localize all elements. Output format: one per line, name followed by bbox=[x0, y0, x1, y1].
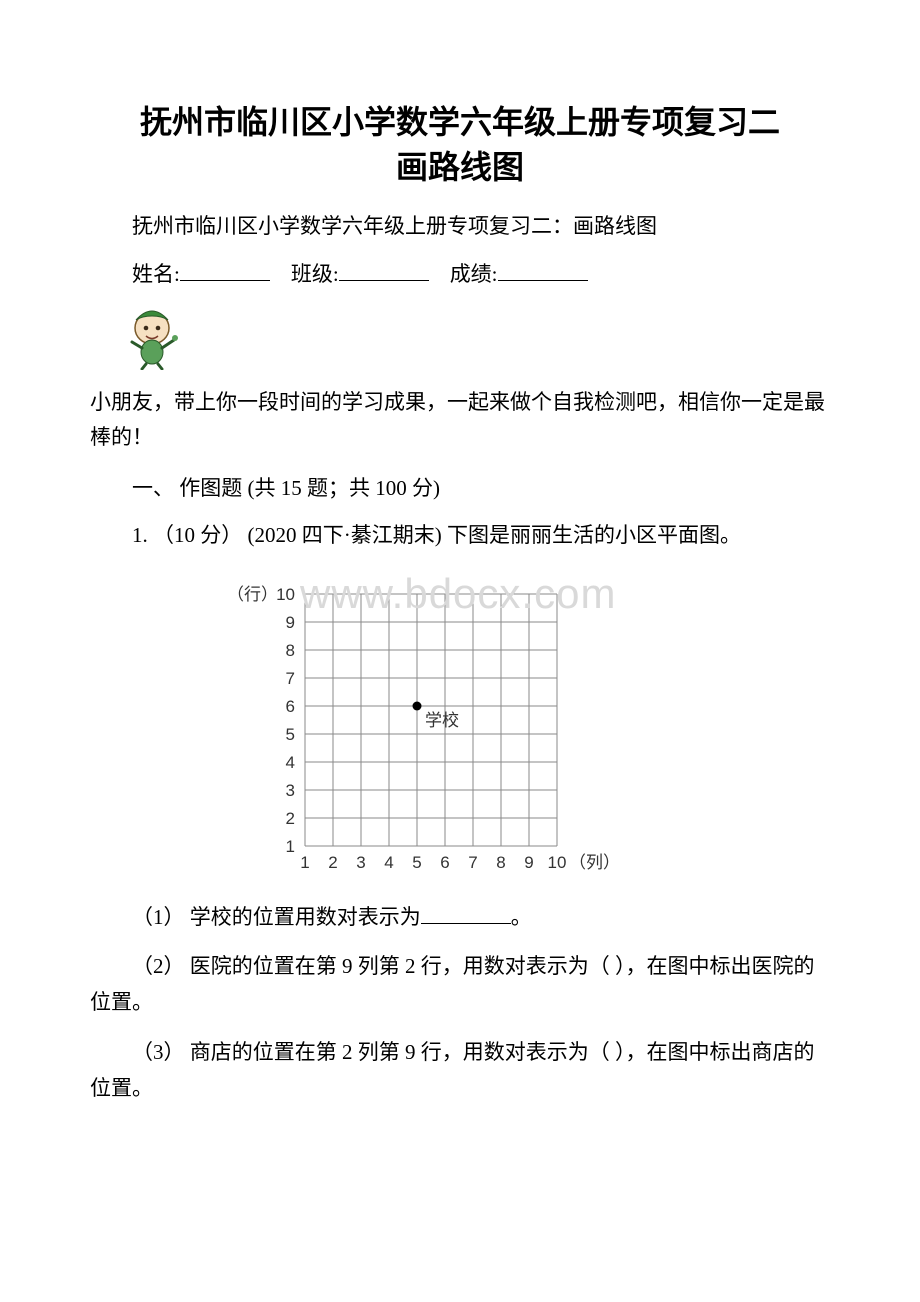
svg-text:10: 10 bbox=[276, 585, 295, 604]
svg-text:（列）: （列） bbox=[569, 853, 620, 872]
title-line-2: 画路线图 bbox=[396, 149, 524, 185]
svg-text:9: 9 bbox=[524, 853, 533, 872]
greeting-text: 小朋友，带上你一段时间的学习成果，一起来做个自我检测吧，相信你一定是最棒的！ bbox=[90, 385, 830, 456]
sub-question-2: （2） 医院的位置在第 9 列第 2 行，用数对表示为（ ），在图中标出医院的位… bbox=[90, 949, 830, 1020]
svg-text:4: 4 bbox=[286, 753, 295, 772]
grid-chart: www.bdocx.com （行）1098765432112345678910（… bbox=[210, 564, 730, 884]
question-1-stem: 1. （10 分） (2020 四下·綦江期末) 下图是丽丽生活的小区平面图。 bbox=[90, 518, 830, 554]
score-label: 成绩: bbox=[450, 262, 498, 286]
svg-text:2: 2 bbox=[328, 853, 337, 872]
grid-svg: （行）1098765432112345678910（列）学校 bbox=[210, 564, 730, 884]
svg-text:7: 7 bbox=[286, 669, 295, 688]
svg-text:3: 3 bbox=[356, 853, 365, 872]
name-blank[interactable] bbox=[180, 258, 270, 281]
svg-text:8: 8 bbox=[286, 641, 295, 660]
svg-text:学校: 学校 bbox=[425, 711, 459, 730]
class-blank[interactable] bbox=[339, 258, 429, 281]
title-line-1: 抚州市临川区小学数学六年级上册专项复习二 bbox=[140, 104, 780, 140]
mascot-icon bbox=[122, 306, 830, 375]
sub-question-1: （1） 学校的位置用数对表示为。 bbox=[90, 900, 830, 936]
page-subtitle: 抚州市临川区小学数学六年级上册专项复习二：画路线图 bbox=[90, 210, 830, 240]
name-label: 姓名: bbox=[132, 262, 180, 286]
sub-question-3: （3） 商店的位置在第 2 列第 9 行，用数对表示为（ ），在图中标出商店的位… bbox=[90, 1035, 830, 1106]
page-title: 抚州市临川区小学数学六年级上册专项复习二 画路线图 bbox=[90, 100, 830, 190]
score-blank[interactable] bbox=[498, 258, 588, 281]
answer-blank-1[interactable] bbox=[421, 903, 511, 924]
svg-text:5: 5 bbox=[286, 725, 295, 744]
svg-text:5: 5 bbox=[412, 853, 421, 872]
svg-text:9: 9 bbox=[286, 613, 295, 632]
svg-text:1: 1 bbox=[300, 853, 309, 872]
svg-text:8: 8 bbox=[496, 853, 505, 872]
svg-text:7: 7 bbox=[468, 853, 477, 872]
svg-text:6: 6 bbox=[440, 853, 449, 872]
svg-text:3: 3 bbox=[286, 781, 295, 800]
student-info-row: 姓名: 班级: 成绩: bbox=[90, 258, 830, 288]
svg-text:4: 4 bbox=[384, 853, 393, 872]
svg-text:（行）: （行） bbox=[227, 585, 278, 604]
svg-text:2: 2 bbox=[286, 809, 295, 828]
svg-text:10: 10 bbox=[548, 853, 567, 872]
svg-text:6: 6 bbox=[286, 697, 295, 716]
svg-text:1: 1 bbox=[286, 837, 295, 856]
class-label: 班级: bbox=[291, 262, 339, 286]
section-heading: 一、 作图题 (共 15 题；共 100 分) bbox=[90, 472, 830, 502]
